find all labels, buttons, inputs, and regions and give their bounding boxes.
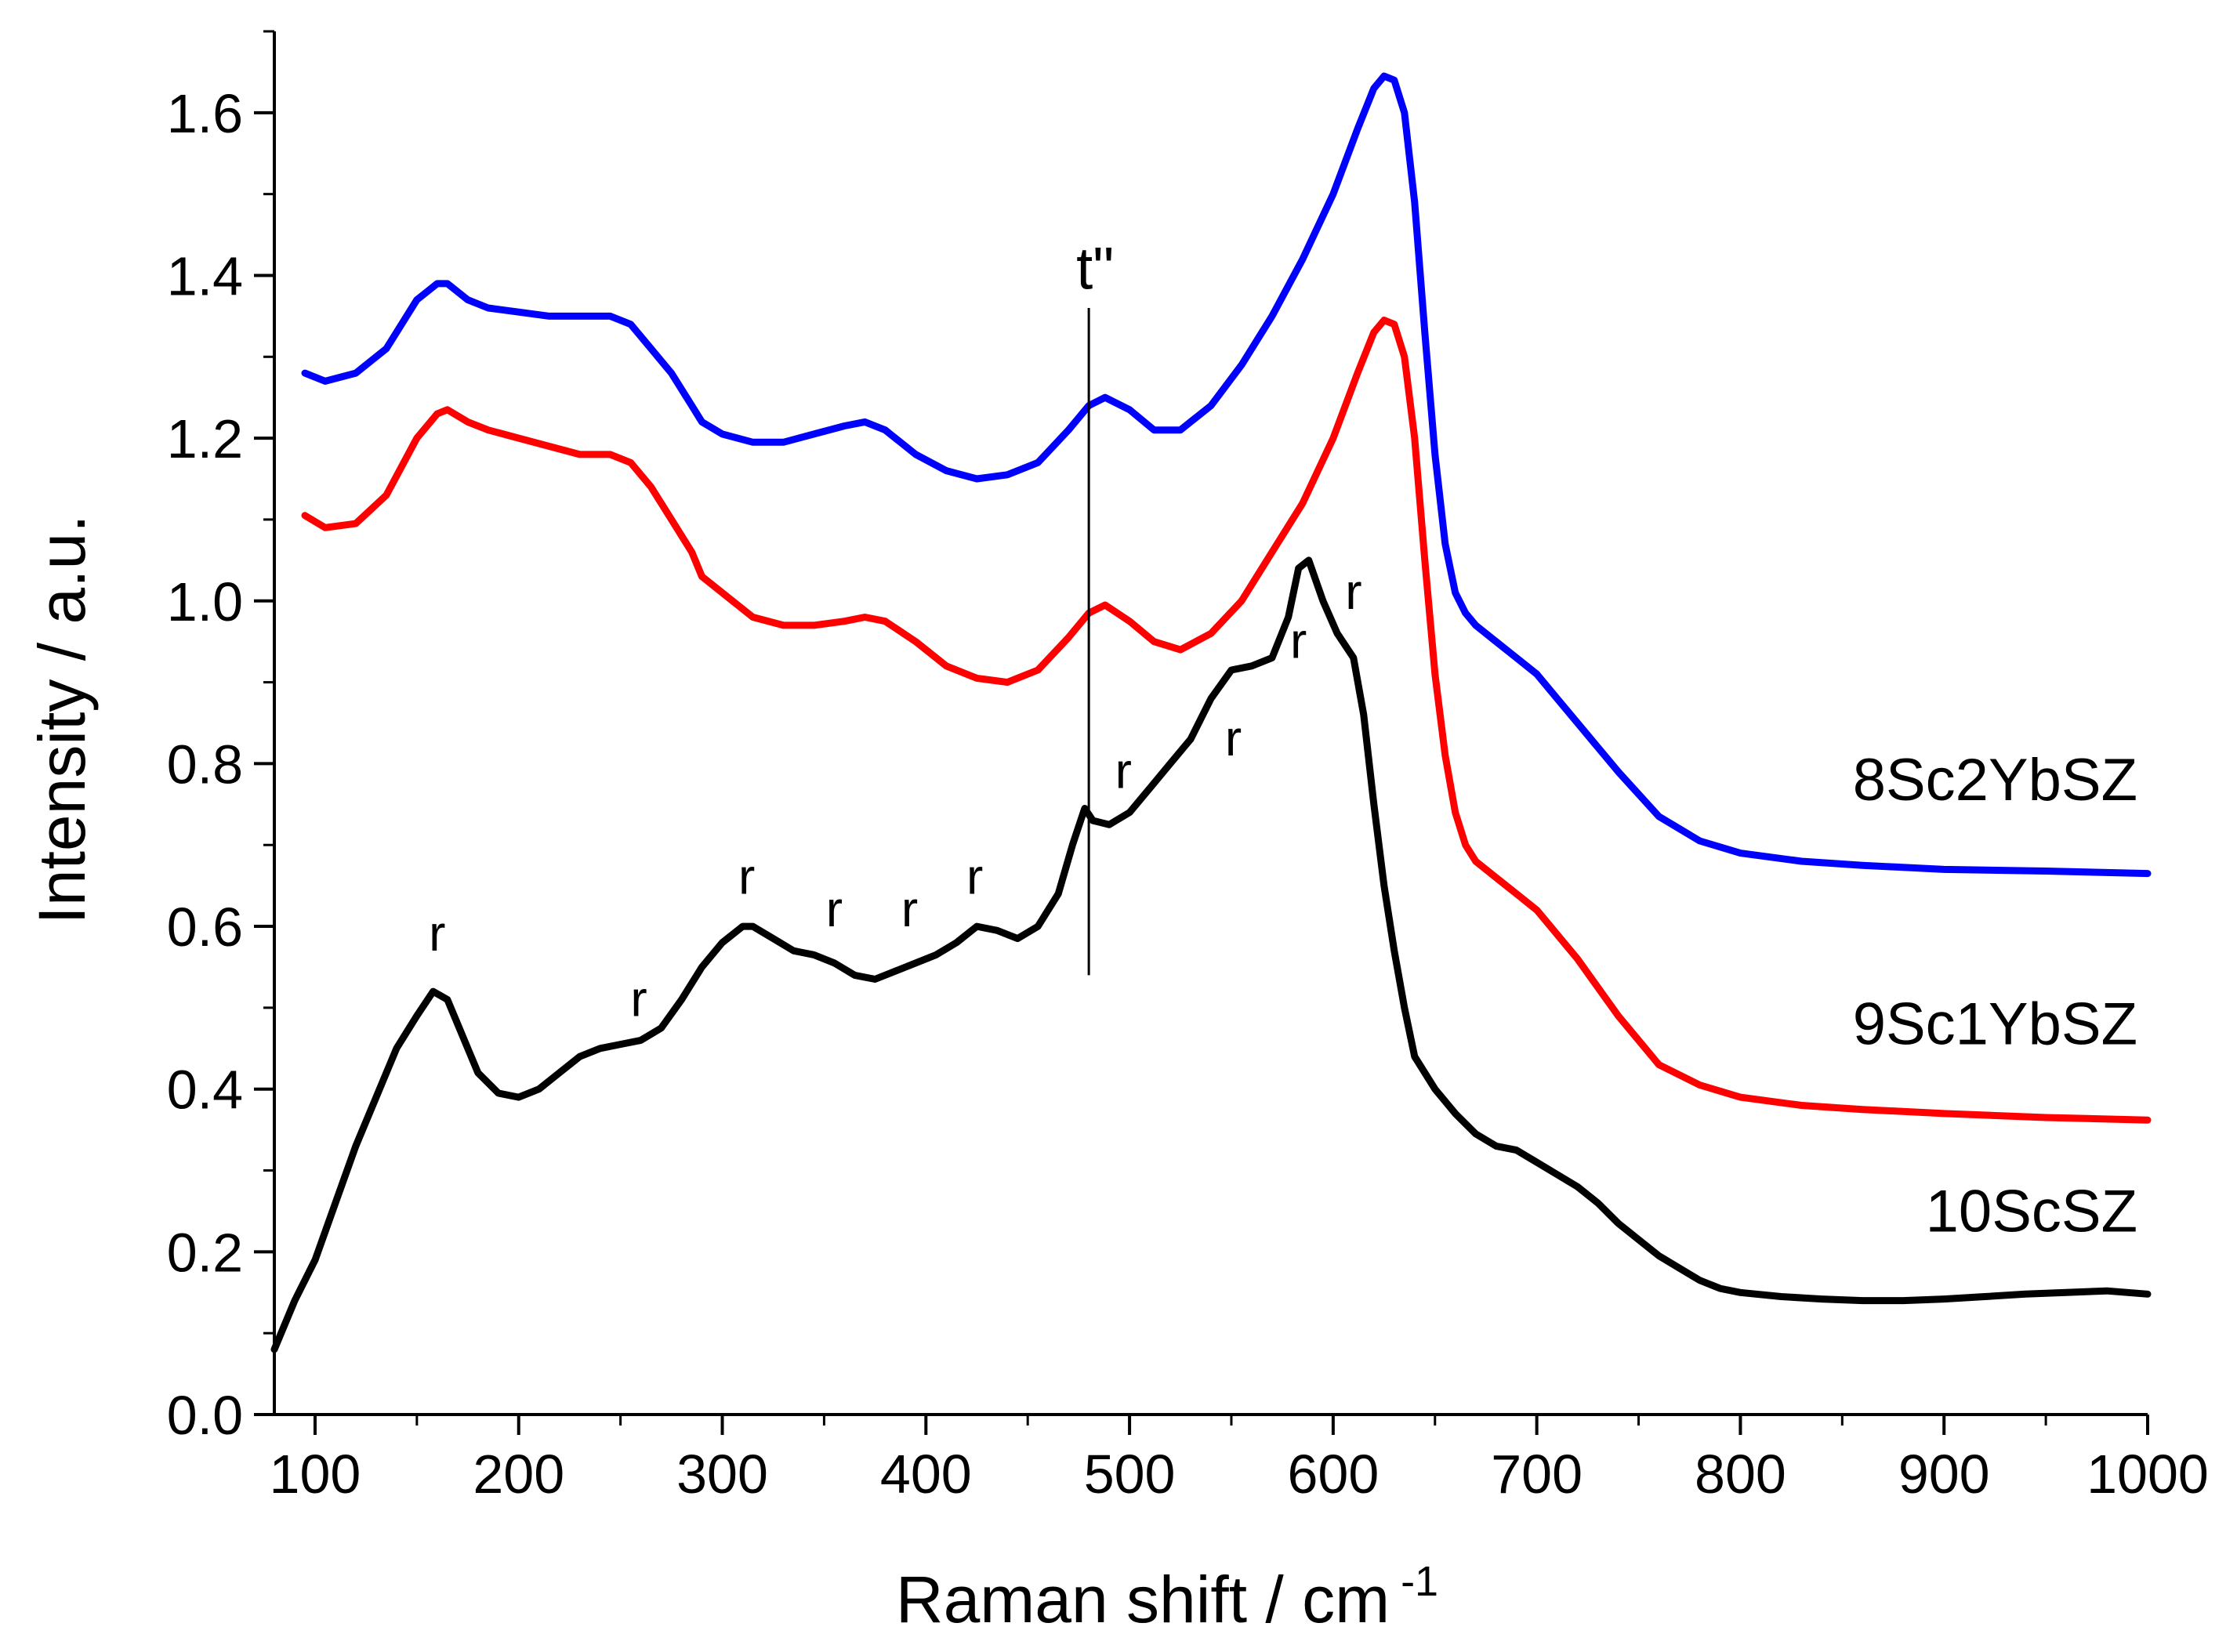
x-tick-label: 900 <box>1898 1444 1990 1505</box>
series-layer <box>270 72 2152 1353</box>
x-tick-label: 1000 <box>2087 1444 2209 1505</box>
y-tick-label: 0.4 <box>167 1060 243 1121</box>
peak-annotation-r: r <box>1115 743 1132 799</box>
peak-annotation-r: r <box>738 849 755 905</box>
peak-annotation-r: r <box>1345 563 1361 620</box>
y-tick-label: 1.0 <box>167 571 243 632</box>
axes: 100 200 300 400 500 600 700 800 900 1000 0.0 0.2 0.4… <box>167 30 2209 1505</box>
y-axis-title: Intensity / a.u. <box>25 515 99 925</box>
y-tick-label: 1.6 <box>167 83 243 144</box>
x-tick-label: 100 <box>270 1444 361 1505</box>
peak-annotation-r: r <box>826 881 843 937</box>
x-axis-title-text: Raman shift / cm <box>896 1563 1390 1636</box>
y-tick-label: 0.6 <box>167 897 243 958</box>
x-tick-label: 800 <box>1695 1444 1786 1505</box>
peak-annotation-r: r <box>630 970 647 1027</box>
y-tick-label: 1.4 <box>167 245 243 306</box>
peak-annotation-r: r <box>1290 612 1307 668</box>
x-tick-label: 400 <box>880 1444 972 1505</box>
x-axis-title: Raman shift / cm -1 <box>896 1558 1438 1636</box>
x-axis-title-superscript: -1 <box>1401 1558 1438 1605</box>
peak-annotation-r: r <box>429 905 445 962</box>
x-tick-label: 700 <box>1491 1444 1583 1505</box>
reference-line-label: t" <box>1076 235 1114 302</box>
y-tick-label: 0.8 <box>167 734 243 795</box>
y-tick-label: 0.0 <box>167 1385 243 1446</box>
x-tick-label: 200 <box>473 1444 564 1505</box>
peak-annotation-r: r <box>966 849 983 905</box>
series-line-10scsz <box>270 556 2152 1353</box>
series-label: 8Sc2YbSZ <box>1853 747 2137 813</box>
series-line-8sc2ybsz <box>301 72 2152 878</box>
x-tick-label: 600 <box>1287 1444 1379 1505</box>
x-tick-label: 300 <box>676 1444 768 1505</box>
peak-annotation-r: r <box>901 881 918 937</box>
series-label: 9Sc1YbSZ <box>1853 991 2137 1058</box>
peak-annotation-r: r <box>1225 710 1242 766</box>
series-label: 10ScSZ <box>1926 1178 2137 1244</box>
y-tick-label: 0.2 <box>167 1222 243 1283</box>
y-tick-label: 1.2 <box>167 408 243 469</box>
series-line-9sc1ybsz <box>301 317 2152 1124</box>
x-tick-label: 500 <box>1084 1444 1176 1505</box>
